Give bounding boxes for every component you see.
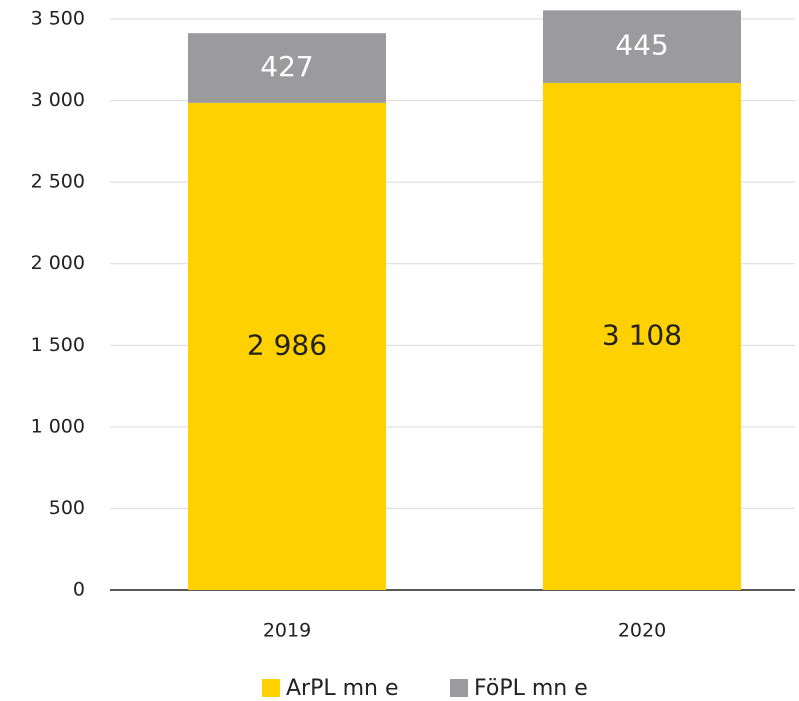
value-label: 2 986 bbox=[247, 328, 327, 361]
y-tick-label: 1 000 bbox=[31, 415, 85, 437]
y-tick-label: 2 000 bbox=[31, 252, 85, 274]
legend-swatch bbox=[262, 679, 280, 697]
y-tick-label: 1 500 bbox=[31, 334, 85, 356]
bar-segment bbox=[188, 102, 386, 590]
y-tick-label: 3 000 bbox=[31, 89, 85, 111]
bar-segment bbox=[543, 82, 741, 591]
value-label: 3 108 bbox=[602, 318, 682, 351]
x-tick-label: 2020 bbox=[618, 620, 666, 642]
value-label: 445 bbox=[615, 29, 668, 62]
y-tick-label: 0 bbox=[73, 579, 85, 601]
legend-label: ArPL mn e bbox=[286, 676, 399, 701]
y-tick-label: 500 bbox=[49, 497, 85, 519]
bar-segment bbox=[188, 33, 386, 103]
value-label: 427 bbox=[260, 50, 313, 83]
x-tick-label: 2019 bbox=[263, 620, 311, 642]
legend-swatch bbox=[450, 679, 468, 697]
y-tick-label: 3 500 bbox=[31, 8, 85, 30]
y-tick-label: 2 500 bbox=[31, 171, 85, 193]
legend-label: FöPL mn e bbox=[474, 676, 588, 701]
bar-segment bbox=[543, 10, 741, 83]
